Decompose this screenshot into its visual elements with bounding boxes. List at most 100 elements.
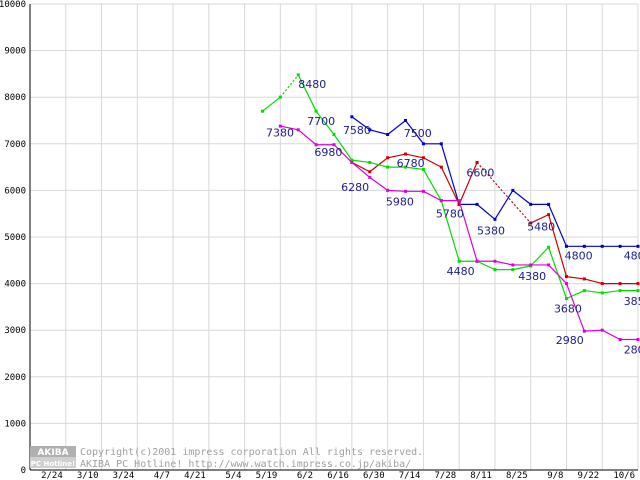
data-point: [547, 202, 551, 206]
series-segment: [333, 134, 353, 161]
data-point: [582, 277, 586, 281]
data-label: 2800: [624, 344, 640, 357]
x-tick-label: 8/11: [470, 471, 492, 480]
series-segment: [548, 204, 568, 247]
series-segment: [440, 166, 460, 205]
series-segment: [584, 278, 603, 285]
series-segment: [476, 260, 496, 271]
data-point: [564, 275, 568, 279]
series-segment: [440, 200, 460, 262]
series-segment: [476, 203, 496, 220]
series-segment: [262, 96, 281, 112]
data-point: [618, 244, 622, 248]
data-point: [314, 143, 318, 147]
series-segment: [565, 283, 585, 332]
series-segment: [494, 260, 513, 266]
series-segment: [512, 265, 531, 271]
data-point: [600, 244, 604, 248]
copyright-line: Copyright(c)2001 impress corporation All…: [80, 447, 423, 458]
series-segment: [422, 169, 442, 201]
series-segment: [512, 189, 532, 205]
series-segment: [566, 290, 585, 300]
data-label: 4380: [518, 270, 546, 283]
data-point: [386, 132, 390, 136]
y-tick-label: 10000: [0, 0, 26, 10]
data-label: 2980: [556, 334, 584, 347]
y-tick-label: 8000: [4, 93, 26, 103]
x-tick-label: 9/22: [578, 471, 600, 480]
data-point: [636, 282, 640, 286]
x-tick-label: 10/6: [613, 471, 635, 480]
data-point: [475, 202, 479, 206]
data-point: [332, 132, 336, 136]
data-labels: 8480 7380 7700 6980 6280 7580 7500 6780 5980 5780…: [266, 78, 640, 357]
series-segment: [351, 161, 371, 173]
series-segment: [458, 162, 478, 205]
x-tick-label: 6/16: [327, 471, 349, 480]
data-point: [582, 329, 586, 333]
data-point: [350, 158, 354, 162]
series-segment: [297, 74, 317, 112]
data-point: [421, 142, 425, 146]
data-point: [582, 289, 586, 293]
y-tick-label: 7000: [4, 140, 26, 150]
data-point: [314, 109, 318, 113]
series-lines: [260, 73, 640, 342]
y-tick-label: 4000: [4, 280, 26, 290]
series-0: [350, 115, 640, 248]
site-url-line: AKIBA PC Hotline! http://www.watch.impre…: [80, 459, 411, 470]
data-label: 7500: [404, 127, 432, 140]
data-point: [547, 263, 551, 267]
data-point: [386, 165, 390, 169]
data-point: [547, 245, 551, 249]
y-tick-label: 2000: [4, 373, 26, 383]
series-1: [350, 152, 640, 286]
data-point: [404, 152, 408, 156]
data-label: 5480: [527, 220, 555, 233]
data-label: 3680: [554, 302, 582, 315]
data-point: [278, 95, 282, 99]
data-point: [529, 202, 533, 206]
x-tick-label: 4/7: [154, 471, 170, 480]
series-segment: [440, 143, 460, 205]
data-point: [404, 165, 408, 169]
data-label: 6600: [466, 166, 494, 179]
series-segment: [369, 176, 389, 191]
data-point: [511, 188, 515, 192]
series-segment: [369, 161, 388, 168]
data-point: [296, 73, 300, 77]
data-point: [278, 124, 282, 128]
data-point: [439, 142, 443, 146]
x-tick-label: 9/8: [547, 471, 563, 480]
y-tick-label: 0: [21, 466, 26, 476]
series-segment: [369, 129, 388, 136]
series-3: [278, 124, 640, 342]
logo-box-top: [30, 446, 76, 457]
data-label: 3850: [624, 295, 640, 308]
data-point: [618, 338, 622, 342]
data-point: [564, 282, 568, 286]
series-segment: [548, 264, 567, 285]
series-segment: [333, 144, 353, 163]
data-point: [493, 268, 497, 272]
x-tick-label: 5/4: [225, 471, 241, 480]
y-tick-labels: 0 1000 2000 3000 4000 5000 6000 7000 8000 9000 100…: [0, 0, 26, 476]
x-tick-label: 4/21: [184, 471, 206, 480]
data-point: [636, 289, 640, 293]
series-segment: [494, 190, 514, 220]
axes: [29, 4, 638, 471]
data-point: [511, 263, 515, 267]
series-segment: [315, 110, 335, 135]
series-segment: [530, 246, 550, 267]
data-point: [493, 259, 497, 263]
data-point: [582, 244, 586, 248]
x-tick-label: 5/19: [256, 471, 278, 480]
data-point: [368, 175, 372, 179]
series-segment: [530, 214, 549, 224]
logo-top-text: AKIBA: [37, 448, 68, 458]
data-label: 4480: [447, 265, 475, 278]
data-point: [564, 297, 568, 301]
data-label: 7580: [343, 124, 371, 137]
series-segment: [405, 120, 424, 145]
series-segment: [584, 289, 603, 294]
